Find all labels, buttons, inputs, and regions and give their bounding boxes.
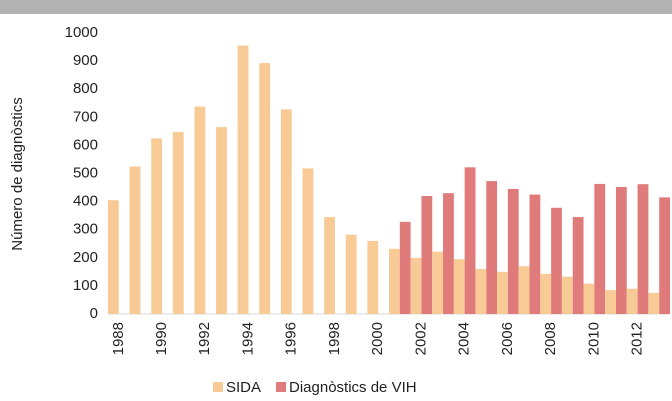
x-tick-label: 2006 — [499, 322, 516, 355]
y-tick-label: 0 — [90, 305, 98, 322]
x-tick-label: 1988 — [110, 322, 127, 355]
y-tick-label: 100 — [73, 277, 98, 294]
bar — [129, 166, 141, 314]
y-tick-label: 600 — [73, 136, 98, 153]
y-axis-label: Número de diagnòstics — [9, 97, 26, 250]
bar — [151, 138, 163, 314]
bar — [324, 217, 335, 314]
bar — [464, 167, 476, 314]
y-tick-label: 400 — [73, 193, 98, 210]
bar — [540, 273, 552, 314]
bar — [507, 188, 519, 314]
bar — [605, 290, 616, 314]
bar — [453, 259, 465, 314]
x-tick-label: 2004 — [456, 322, 473, 355]
bar — [410, 257, 422, 314]
bar — [572, 217, 584, 314]
bar — [594, 183, 606, 314]
bar — [367, 240, 379, 314]
y-tick-label: 800 — [73, 80, 98, 97]
x-tick-label: 1998 — [326, 322, 343, 355]
bar — [551, 207, 562, 314]
x-tick-label: 2010 — [585, 322, 602, 355]
bar — [659, 197, 670, 314]
bar — [615, 186, 627, 314]
x-tick-label: 1990 — [153, 322, 170, 355]
bar — [280, 109, 292, 314]
bar — [475, 269, 487, 314]
x-tick-label: 1994 — [239, 322, 256, 355]
legend-swatch — [213, 382, 223, 392]
bar — [194, 106, 206, 314]
bar — [637, 184, 649, 314]
bar — [108, 200, 119, 314]
legend-label: Diagnòstics de VIH — [289, 379, 417, 396]
x-tick-label: 2000 — [369, 322, 386, 355]
bar — [561, 276, 573, 314]
header-strip — [0, 0, 672, 14]
y-tick-label: 500 — [73, 164, 98, 181]
bar — [486, 181, 498, 314]
x-tick-label: 1996 — [283, 322, 300, 355]
legend-swatch — [276, 382, 287, 392]
bar — [302, 168, 314, 314]
bar — [432, 251, 444, 314]
bar — [518, 266, 530, 314]
bar — [237, 45, 249, 315]
y-tick-label: 300 — [73, 221, 98, 238]
legend-label: SIDA — [226, 379, 261, 396]
bar — [421, 195, 433, 314]
y-tick-label: 900 — [73, 52, 98, 69]
x-tick-label: 1992 — [196, 322, 213, 355]
bar — [216, 127, 227, 314]
y-tick-label: 200 — [73, 249, 98, 266]
bar — [583, 283, 595, 314]
bar — [259, 63, 271, 314]
bar — [172, 131, 184, 314]
bar — [648, 292, 660, 314]
x-tick-label: 2002 — [412, 322, 429, 355]
bar — [626, 288, 638, 314]
y-tick-label: 1000 — [65, 24, 98, 41]
x-tick-label: 2012 — [629, 322, 646, 355]
bar — [389, 248, 400, 314]
bar — [529, 194, 541, 314]
y-tick-label: 700 — [73, 108, 98, 125]
bar — [497, 271, 508, 314]
bar — [345, 234, 357, 314]
bar — [399, 221, 411, 314]
bar — [443, 193, 454, 314]
x-tick-label: 2008 — [542, 322, 559, 355]
